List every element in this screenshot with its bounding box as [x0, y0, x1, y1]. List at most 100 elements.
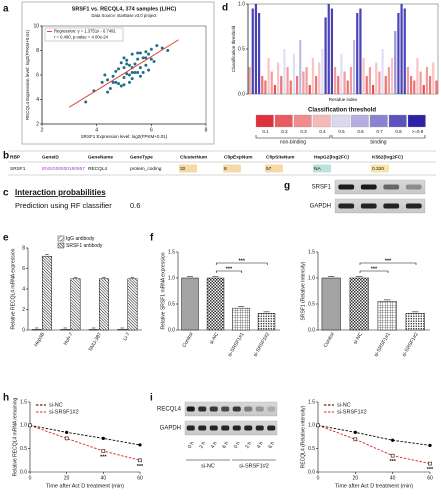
- table-cell: 32: [180, 166, 186, 172]
- table-header: RBP: [10, 154, 21, 160]
- significance-bracket: [215, 270, 243, 273]
- scatter-point: [138, 66, 142, 70]
- significance-label: ***: [389, 459, 396, 465]
- point-marker: [65, 430, 69, 434]
- blot-band: [405, 184, 422, 190]
- panel-a-frame: [21, 1, 215, 145]
- table-cell: NA: [314, 166, 321, 172]
- scatter-point: [136, 71, 140, 75]
- residue-bar: [270, 71, 273, 94]
- x-tick-label: si-SRSF1#1: [227, 331, 246, 358]
- blot-strip: [334, 179, 426, 195]
- series-line: [29, 424, 141, 461]
- residue-bar: [422, 85, 425, 94]
- significance-bracket: [359, 262, 417, 265]
- scatter-point: [119, 84, 123, 88]
- residue-bar: [409, 76, 413, 94]
- bar: [321, 277, 341, 331]
- scatter-point: [125, 58, 129, 62]
- y-tick-label: 1.0: [20, 423, 27, 429]
- scatter-point: [138, 51, 142, 55]
- x-axis-label: Time after Act D treatment (min): [335, 483, 413, 489]
- x-tick-label: si-NC: [352, 331, 364, 345]
- blot-band: [186, 425, 195, 431]
- x-tick-label: Li-7: [122, 331, 131, 341]
- blot-band: [232, 425, 241, 431]
- panel-letter: i: [150, 393, 153, 404]
- point-marker: [138, 443, 142, 447]
- residue-bar: [324, 17, 327, 94]
- scatter-point: [141, 71, 145, 75]
- x-axis-label: Residue index: [329, 97, 358, 102]
- x-tick-label: Control: [323, 332, 336, 349]
- blot-label: GAPDH: [310, 204, 331, 210]
- y-tick-label: 6: [22, 266, 25, 272]
- legend-swatch: [255, 114, 274, 128]
- scatter-point: [127, 73, 131, 77]
- residue-bar: [318, 62, 321, 94]
- residue-bar: [394, 31, 397, 94]
- y-tick-label: 10: [33, 23, 39, 29]
- residue-bar: [299, 40, 302, 94]
- legend-swatch: [388, 114, 407, 128]
- residue-bar: [251, 8, 254, 94]
- panel-letter: a: [3, 4, 9, 15]
- bar: [232, 307, 250, 331]
- y-tick-label: 0.5: [308, 301, 315, 307]
- bar: [60, 329, 71, 331]
- scatter-point: [122, 83, 126, 87]
- residue-bar: [327, 4, 330, 94]
- legend-label: si-NC: [49, 402, 63, 408]
- y-tick-label: 1.0: [168, 275, 175, 281]
- point-marker: [390, 453, 395, 458]
- residue-bar: [352, 40, 356, 94]
- blot-band: [244, 425, 253, 431]
- scatter-point: [119, 61, 123, 65]
- residue-bar: [343, 71, 346, 94]
- blot-band: [221, 406, 230, 412]
- legend-swatch: [331, 114, 350, 128]
- residue-bar: [267, 58, 270, 94]
- y-tick-label: 6: [36, 72, 39, 78]
- legend-label: 0.5: [338, 129, 345, 134]
- group-bracket: [331, 135, 426, 139]
- significance-label: ***: [226, 266, 233, 272]
- residue-bar: [337, 76, 340, 94]
- residue-bar: [283, 49, 286, 94]
- legend-swatch: [274, 114, 293, 128]
- blot-band: [209, 425, 218, 431]
- table-header: K562(log2FC): [372, 154, 403, 160]
- x-axis-label: Time after Act D treatment (min): [46, 483, 124, 489]
- bar: [31, 329, 42, 331]
- residue-bar: [365, 76, 368, 94]
- residue-bar: [276, 62, 280, 94]
- residue-bar: [308, 85, 311, 94]
- residue-bar: [428, 76, 432, 94]
- y-axis-label: SRSF1 (Relative Intensity): [300, 261, 306, 320]
- table-cell-highlight: [265, 164, 283, 173]
- residue-bar: [400, 4, 403, 94]
- y-tick-label: 0.5: [238, 46, 245, 52]
- legend-label: si-SRSF1#2: [49, 409, 79, 415]
- y-tick-label: 8: [36, 48, 39, 54]
- plot-frame: [247, 3, 439, 95]
- blot-band: [360, 184, 377, 190]
- blot-band: [209, 406, 218, 412]
- bar: [405, 313, 425, 331]
- y-tick-label: 4: [36, 97, 39, 103]
- y-tick-label: 0.5: [168, 301, 175, 307]
- scatter-point: [125, 62, 129, 66]
- blot-band: [360, 203, 377, 209]
- blot-band: [232, 406, 241, 412]
- bar: [127, 278, 138, 331]
- panel-letter: c: [3, 188, 9, 199]
- series-line: [317, 424, 431, 446]
- scatter-point: [122, 56, 126, 60]
- y-tick-label: 0.5: [308, 446, 315, 452]
- scatter-point: [117, 67, 121, 71]
- y-tick-label: 0.0: [308, 327, 315, 333]
- table-cell-highlight: [371, 164, 389, 173]
- legend-label: SRSF1 antibody: [66, 243, 103, 249]
- residue-bar: [311, 58, 315, 94]
